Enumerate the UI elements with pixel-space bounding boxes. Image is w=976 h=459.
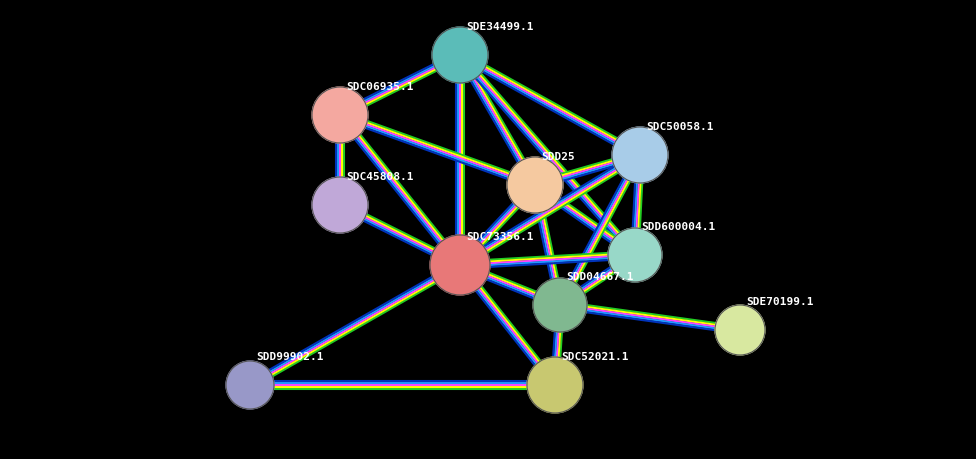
Circle shape: [312, 177, 368, 233]
Text: SDE34499.1: SDE34499.1: [466, 22, 534, 32]
Circle shape: [507, 157, 563, 213]
Circle shape: [533, 278, 587, 332]
Text: SDD600004.1: SDD600004.1: [641, 222, 715, 232]
Circle shape: [312, 87, 368, 143]
Text: SDE70199.1: SDE70199.1: [746, 297, 814, 307]
Text: SDD04667.1: SDD04667.1: [566, 272, 633, 282]
Text: SDC50058.1: SDC50058.1: [646, 122, 713, 132]
Text: SDC52021.1: SDC52021.1: [561, 352, 629, 362]
Circle shape: [432, 27, 488, 83]
Text: SDD25: SDD25: [541, 152, 575, 162]
Text: SDC45808.1: SDC45808.1: [346, 172, 414, 182]
Text: SDC06935.1: SDC06935.1: [346, 82, 414, 92]
Circle shape: [715, 305, 765, 355]
Text: SDD99902.1: SDD99902.1: [256, 352, 323, 362]
Text: SDC73356.1: SDC73356.1: [466, 232, 534, 242]
Circle shape: [612, 127, 668, 183]
Circle shape: [430, 235, 490, 295]
Circle shape: [226, 361, 274, 409]
Circle shape: [608, 228, 662, 282]
Circle shape: [527, 357, 583, 413]
